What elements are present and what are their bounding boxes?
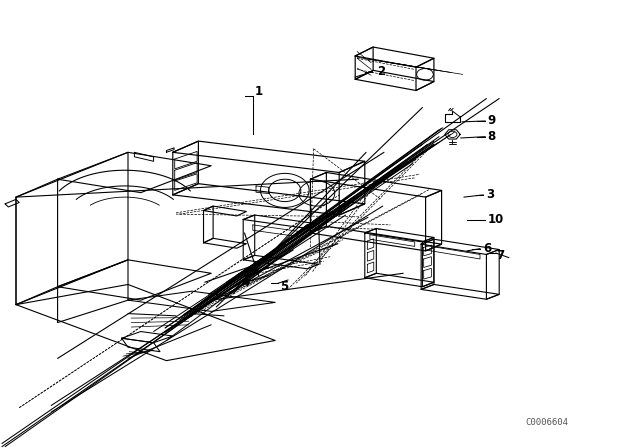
Text: 7: 7	[496, 249, 504, 262]
Text: C0006604: C0006604	[525, 418, 569, 426]
Text: 3: 3	[486, 188, 495, 202]
Text: 6: 6	[483, 242, 492, 255]
Text: 1: 1	[255, 85, 263, 99]
Text: 8: 8	[488, 130, 496, 143]
Text: 9: 9	[488, 114, 496, 128]
Text: 2: 2	[378, 65, 386, 78]
Text: 5: 5	[280, 280, 289, 293]
Text: 10: 10	[488, 213, 504, 226]
Text: 4: 4	[242, 276, 250, 289]
